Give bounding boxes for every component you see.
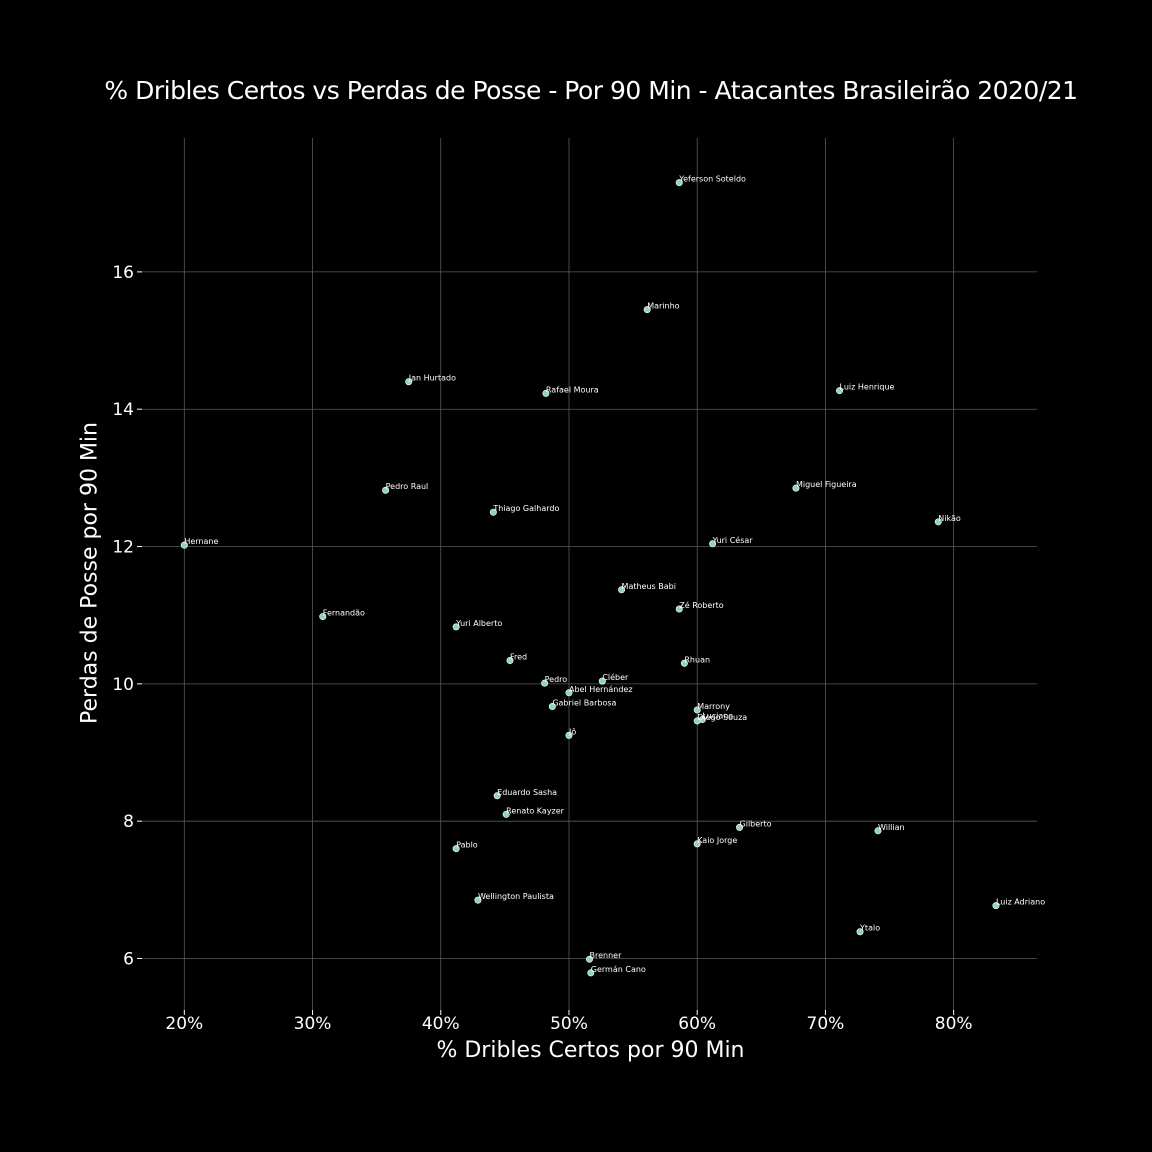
- x-tick-label: 50%: [550, 1014, 588, 1034]
- data-point: [736, 823, 744, 831]
- data-point: [565, 731, 573, 739]
- point-label: Nikão: [938, 514, 961, 523]
- data-point: [709, 540, 717, 548]
- data-point: [675, 179, 683, 187]
- y-tick-label: 14: [112, 400, 134, 420]
- point-label: Wellington Paulista: [478, 892, 554, 901]
- point-label: Gabriel Barbosa: [552, 699, 616, 708]
- data-point: [474, 896, 482, 904]
- point-label: Germán Cano: [591, 965, 646, 974]
- point-label: Luciano: [702, 712, 733, 721]
- data-point: [506, 657, 514, 665]
- point-label: Luiz Henrique: [840, 383, 895, 392]
- point-label: Thiago Galhardo: [492, 504, 559, 513]
- point-label: Marrony: [697, 702, 730, 711]
- data-point: [874, 827, 882, 835]
- data-point: [856, 928, 864, 936]
- point-label: Zé Roberto: [679, 600, 723, 610]
- data-point: [548, 703, 556, 711]
- x-tick-label: 20%: [165, 1014, 203, 1034]
- x-tick-label: 40%: [422, 1014, 460, 1034]
- data-point: [675, 605, 683, 613]
- point-label: Brenner: [590, 951, 623, 960]
- data-point: [493, 792, 501, 800]
- data-point: [452, 623, 460, 631]
- axis-ticks: 20% 30% 40% 50% 60% 70% 80% 6 8 10 12 14 16: [112, 263, 972, 1034]
- data-point: [541, 679, 549, 687]
- data-point: [643, 306, 651, 314]
- y-tick-label: 10: [112, 675, 134, 695]
- y-tick-label: 12: [112, 538, 134, 558]
- point-label: Diego Souza: [697, 713, 747, 722]
- point-label: Cléber: [602, 672, 629, 682]
- point-label: Yuri Alberto: [455, 619, 502, 628]
- point-label: Pablo: [456, 841, 478, 850]
- data-point: [934, 518, 942, 526]
- point-label: Pedro Raul: [386, 482, 429, 491]
- data-point: [489, 508, 497, 516]
- point-label: Yuri César: [712, 535, 754, 545]
- data-point: [382, 486, 390, 494]
- data-point: [585, 955, 593, 963]
- data-point: [598, 677, 606, 685]
- point-label: Matheus Babi: [622, 582, 676, 591]
- point-label: Willian: [878, 823, 905, 832]
- point-label: Marinho: [647, 302, 679, 311]
- y-axis-label: Perdas de Posse por 90 Min: [77, 422, 103, 724]
- x-tick-label: 60%: [678, 1014, 716, 1034]
- data-point: [565, 689, 573, 697]
- point-label: Pedro: [545, 675, 568, 684]
- point-label: Eduardo Sasha: [497, 788, 557, 797]
- point-label: Yeferson Soteldo: [678, 175, 746, 184]
- point-label: Fred: [510, 653, 527, 662]
- data-point: [693, 717, 701, 725]
- point-label: Abel Hernández: [569, 685, 633, 694]
- data-point: [319, 613, 327, 621]
- point-label: Fernandão: [323, 609, 365, 618]
- x-tick-label: 30%: [294, 1014, 332, 1034]
- point-label: Rhuan: [684, 655, 710, 664]
- data-point: [693, 706, 701, 714]
- x-axis-label: % Dribles Certos por 90 Min: [436, 1038, 745, 1063]
- y-tick-label: 16: [112, 263, 134, 283]
- data-point: [992, 902, 1000, 910]
- data-point: [693, 840, 701, 848]
- y-tick-label: 8: [123, 812, 134, 832]
- point-label: Rafael Moura: [546, 385, 599, 394]
- point-label: Miguel Figueira: [796, 480, 857, 489]
- data-point: [587, 969, 595, 977]
- data-point: [680, 659, 688, 667]
- data-point: [452, 845, 460, 853]
- point-label: Ytalo: [859, 924, 880, 933]
- data-point: [502, 810, 510, 818]
- data-points: Yeferson Soteldo Marinho Jan Hurtado Rafael…: [180, 175, 1045, 977]
- point-label: Jô: [568, 726, 576, 736]
- data-point: [405, 378, 413, 386]
- point-label: Jan Hurtado: [408, 374, 456, 383]
- data-point: [836, 387, 844, 395]
- point-label: Renato Kayzer: [506, 806, 565, 815]
- point-label: Luiz Adriano: [996, 898, 1045, 907]
- y-tick-label: 6: [123, 950, 134, 970]
- data-point: [792, 484, 800, 492]
- point-label: Kaio Jorge: [697, 836, 737, 845]
- grid-lines: [142, 138, 1037, 1010]
- chart-title: % Dribles Certos vs Perdas de Posse - Po…: [104, 76, 1078, 105]
- data-point: [180, 541, 188, 549]
- data-point: [542, 389, 550, 397]
- x-tick-label: 80%: [935, 1014, 973, 1034]
- point-label: Gilberto: [740, 819, 772, 828]
- data-point: [618, 586, 626, 594]
- x-tick-label: 70%: [807, 1014, 845, 1034]
- point-label: Hernane: [184, 537, 218, 546]
